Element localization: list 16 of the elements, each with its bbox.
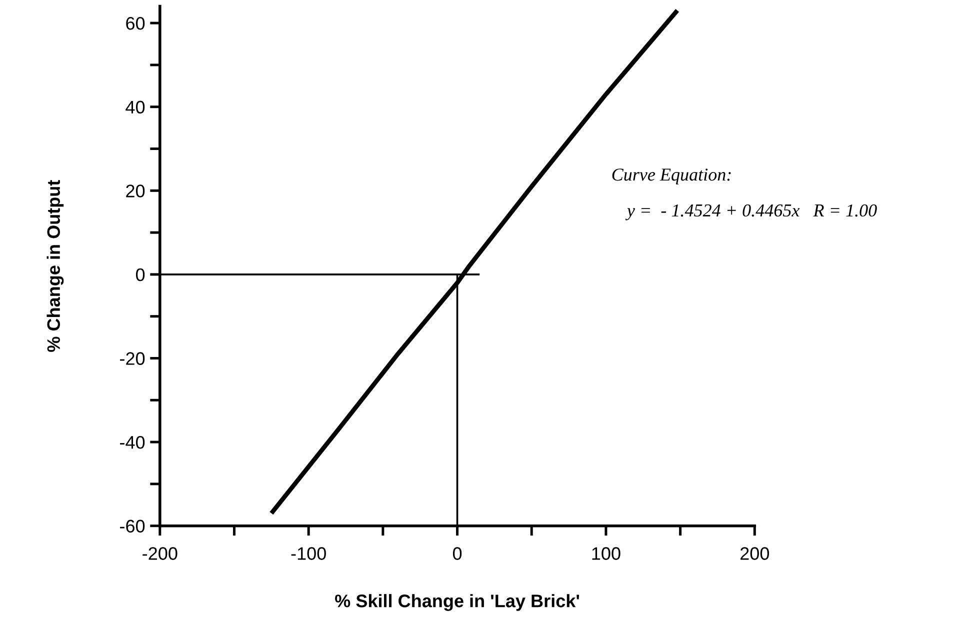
x-tick-label: 200	[740, 547, 770, 560]
y-tick-label: 0	[136, 268, 145, 282]
y-tick-label: -60	[120, 520, 145, 533]
x-axis-title: % Skill Change in 'Lay Brick'	[335, 594, 580, 611]
y-axis-title: % Change in Output	[46, 180, 64, 352]
annotation: Curve Equation:	[612, 168, 731, 184]
x-tick-label: -100	[291, 547, 326, 560]
annotation: y = - 1.4524 + 0.4465x R = 1.00	[625, 204, 877, 220]
y-tick-label: 40	[126, 100, 145, 114]
y-tick-label: -20	[120, 352, 145, 365]
x-tick-label: -200	[142, 547, 178, 560]
y-tick-label: 20	[126, 184, 145, 198]
y-tick-label: 60	[126, 16, 145, 30]
x-tick-label: 0	[452, 547, 462, 560]
y-tick-label: -40	[120, 436, 145, 449]
x-tick-label: 100	[592, 547, 620, 560]
